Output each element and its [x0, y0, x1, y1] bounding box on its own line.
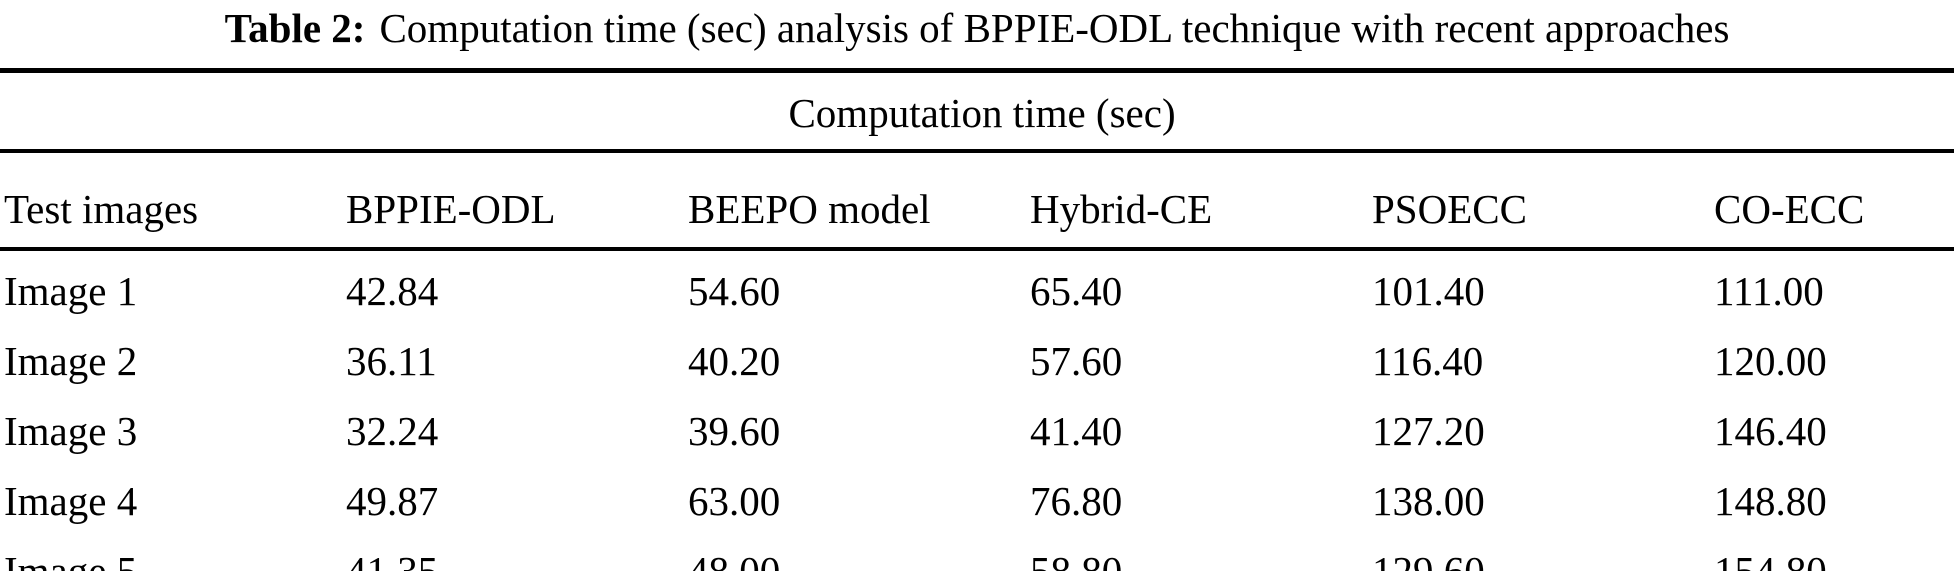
table-cell: 39.60	[688, 408, 781, 454]
table-cell: 129.60	[1372, 548, 1485, 571]
table-cell: 57.60	[1030, 338, 1123, 384]
table-caption-text: Computation time (sec) analysis of BPPIE…	[379, 5, 1730, 51]
table-cell: 138.00	[1372, 478, 1485, 524]
table-cell: 41.35	[346, 548, 439, 571]
table-cell: 127.20	[1372, 408, 1485, 454]
column-header-bppie-odl: BPPIE-ODL	[342, 151, 684, 251]
column-header-psoecc: PSOECC	[1368, 151, 1710, 251]
column-header-hybrid-ce: Hybrid-CE	[1026, 151, 1368, 251]
table-cell: 120.00	[1714, 338, 1827, 384]
table-cell: 101.40	[1372, 268, 1485, 314]
table-cell: 154.80	[1714, 548, 1827, 571]
table-cell: 58.80	[1030, 548, 1123, 571]
table-row: Image 2 36.11 40.20 57.60 116.40 120.00	[0, 326, 1954, 396]
column-header-beepo-model: BEEPO model	[684, 151, 1026, 251]
row-label: Image 5	[4, 548, 138, 571]
table-cell: 40.20	[688, 338, 781, 384]
table-cell: 111.00	[1714, 268, 1824, 314]
table-cell: 76.80	[1030, 478, 1123, 524]
table-row: Image 5 41.35 48.00 58.80 129.60 154.80	[0, 536, 1954, 571]
table-cell: 148.80	[1714, 478, 1827, 524]
table-cell: 41.40	[1030, 408, 1123, 454]
table-row: Image 4 49.87 63.00 76.80 138.00 148.80	[0, 466, 1954, 536]
table-cell: 48.00	[688, 548, 781, 571]
table-caption-label: Table 2:	[224, 5, 366, 51]
table-cell: 116.40	[1372, 338, 1484, 384]
table-row: Image 3 32.24 39.60 41.40 127.20 146.40	[0, 396, 1954, 466]
table-cell: 32.24	[346, 408, 439, 454]
table-cell: 54.60	[688, 268, 781, 314]
table-cell: 65.40	[1030, 268, 1123, 314]
row-label: Image 3	[4, 408, 138, 454]
column-header-test-images: Test images	[0, 151, 342, 251]
table-cell: 36.11	[346, 338, 437, 384]
table-cell: 146.40	[1714, 408, 1827, 454]
table-cell: 42.84	[346, 268, 439, 314]
column-header-co-ecc: CO-ECC	[1710, 151, 1954, 251]
spanning-header-row: Computation time (sec)	[0, 70, 1954, 153]
table-caption: Table 2: Computation time (sec) analysis …	[0, 4, 1954, 52]
row-label: Image 1	[4, 268, 138, 314]
table-row: Image 1 42.84 54.60 65.40 101.40 111.00	[0, 249, 1954, 326]
column-header-row: Test images BPPIE-ODL BEEPO model Hybrid…	[0, 151, 1954, 251]
row-label: Image 2	[4, 338, 138, 384]
computation-time-table: Computation time (sec) Test images BPPIE…	[0, 68, 1954, 571]
spanning-header: Computation time (sec)	[0, 70, 1954, 153]
table-cell: 63.00	[688, 478, 781, 524]
row-label: Image 4	[4, 478, 138, 524]
table-cell: 49.87	[346, 478, 439, 524]
